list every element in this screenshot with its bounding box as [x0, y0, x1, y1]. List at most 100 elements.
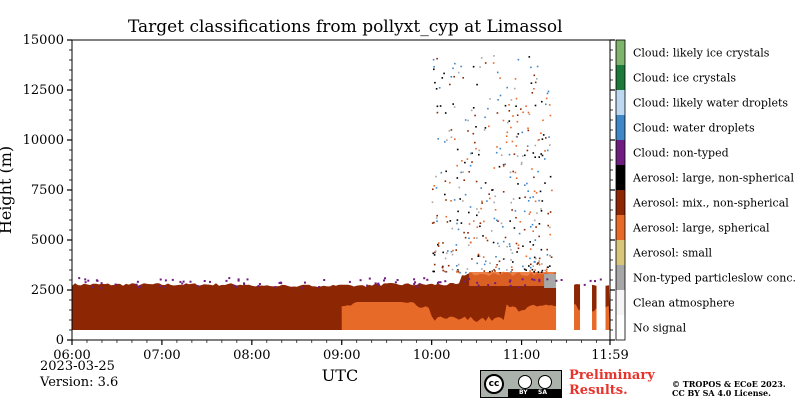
speck-cloud-nontyped	[413, 278, 416, 281]
speck-plume	[462, 77, 464, 79]
speck-cloud-nontyped	[182, 280, 185, 283]
legend-swatch	[616, 190, 625, 215]
speck-plume	[447, 264, 450, 267]
speck-plume	[505, 141, 508, 144]
speck-plume	[517, 244, 520, 246]
version-label: Version: 3.6	[40, 375, 119, 390]
speck-plume	[541, 263, 543, 265]
speck-plume	[483, 129, 486, 131]
speck-plume	[434, 251, 436, 254]
speck-plume	[458, 271, 460, 274]
speck-plume	[436, 214, 438, 217]
speck-plume	[529, 211, 532, 213]
speck-plume	[451, 227, 454, 230]
speck-plume	[480, 57, 483, 59]
speck-plume	[436, 220, 438, 222]
speck-plume	[540, 153, 542, 155]
speck-plume	[541, 200, 544, 202]
speck-plume	[481, 202, 483, 204]
chart-title: Target classifications from pollyxt_cyp …	[128, 17, 563, 37]
speck-plume	[517, 247, 520, 250]
legend-swatch	[616, 165, 625, 190]
speck-plume	[450, 76, 453, 78]
speck-cloud-nontyped	[494, 282, 497, 285]
no-signal-gap	[556, 270, 575, 330]
speck-plume	[456, 148, 459, 151]
legend-label: Aerosol: large, non-spherical	[632, 172, 794, 185]
speck-plume	[488, 125, 490, 128]
cc-license-badge: cc BY SA	[480, 370, 562, 398]
speck-plume	[502, 240, 505, 243]
speck-plume	[511, 209, 513, 211]
copyright-note: © TROPOS & ECoE 2023. CC BY SA 4.0 Licen…	[672, 379, 786, 398]
speck-plume	[441, 77, 444, 79]
speck-plume	[490, 230, 493, 232]
speck-cloud-nontyped	[228, 277, 231, 280]
legend-label: Aerosol: small	[632, 247, 712, 260]
speck-plume	[465, 271, 467, 274]
speck-plume	[511, 252, 514, 254]
speck-plume	[484, 127, 487, 129]
legend-label: Cloud: water droplets	[633, 122, 755, 135]
speck-plume	[533, 256, 536, 259]
speck-cloud-nontyped	[368, 277, 371, 280]
speck-plume	[456, 177, 459, 179]
speck-plume	[529, 266, 532, 269]
person-icon	[518, 375, 532, 389]
speck-cloud-nontyped	[524, 284, 527, 287]
speck-plume	[494, 195, 496, 198]
speck-plume	[451, 253, 454, 256]
speck-plume	[527, 127, 529, 129]
speck-plume	[514, 78, 517, 80]
speck-plume	[502, 271, 505, 274]
speck-plume	[471, 258, 473, 260]
speck-plume	[487, 107, 489, 110]
speck-plume	[475, 180, 478, 183]
speck-plume	[515, 105, 517, 107]
legend-swatch	[616, 115, 625, 140]
speck-plume	[485, 260, 487, 263]
speck-plume	[509, 220, 511, 222]
speck-plume	[541, 269, 544, 272]
speck-plume	[445, 215, 448, 218]
speck-plume	[493, 201, 495, 204]
speck-plume	[541, 138, 544, 140]
speck-plume	[463, 179, 465, 181]
speck-plume	[506, 269, 508, 271]
legend-label: Cloud: ice crystals	[633, 72, 736, 85]
speck-plume	[495, 151, 498, 154]
speck-plume	[540, 132, 542, 134]
speck-plume	[549, 144, 551, 146]
speck-plume	[435, 217, 438, 219]
speck-plume	[518, 197, 521, 199]
speck-plume	[462, 200, 464, 202]
speck-plume	[510, 271, 512, 273]
speck-plume	[454, 62, 456, 65]
region-elevated-spherical	[469, 272, 560, 286]
speck-plume	[455, 271, 458, 273]
speck-plume	[444, 193, 446, 196]
speck-plume	[461, 160, 463, 162]
legend-frame	[615, 39, 626, 341]
speck-cloud-nontyped	[377, 282, 380, 285]
speck-plume	[546, 149, 549, 152]
speck-cloud-nontyped	[423, 277, 426, 280]
speck-plume	[489, 197, 491, 200]
speck-plume	[533, 219, 536, 222]
speck-plume	[516, 120, 519, 123]
speck-plume	[529, 270, 531, 272]
speck-plume	[496, 219, 498, 222]
speck-cloud-nontyped	[304, 281, 306, 284]
speck-cloud-nontyped	[196, 285, 199, 287]
speck-cloud-nontyped	[426, 278, 429, 281]
speck-plume	[514, 210, 517, 212]
speck-plume	[538, 223, 541, 225]
speck-plume	[492, 241, 495, 244]
speck-plume	[431, 201, 434, 203]
speck-plume	[467, 232, 469, 234]
speck-cloud-nontyped	[243, 282, 245, 285]
speck-plume	[437, 138, 439, 140]
speck-plume	[510, 259, 512, 261]
speck-cloud-nontyped	[517, 286, 520, 289]
